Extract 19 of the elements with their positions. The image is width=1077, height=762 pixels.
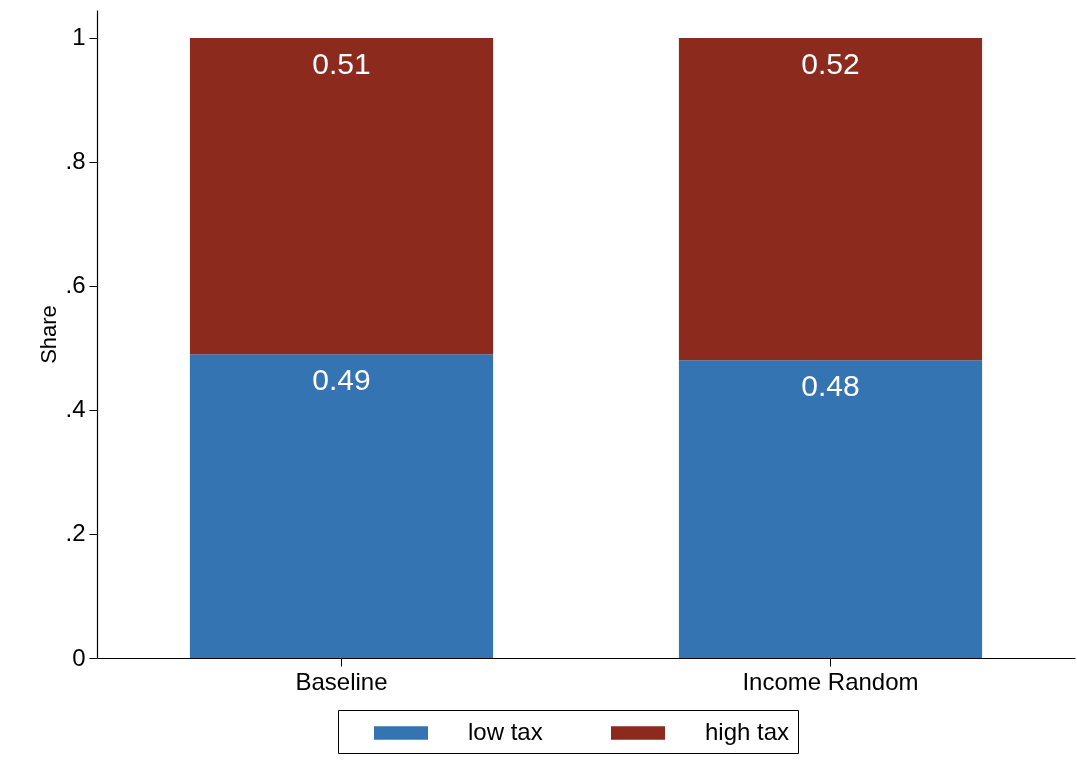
y-tick-label: .8: [65, 147, 86, 175]
legend-label: low tax: [468, 718, 543, 745]
y-tick-label: 1: [72, 23, 86, 51]
x-tick-label: Baseline: [295, 667, 388, 695]
y-axis-title: Share: [36, 305, 62, 364]
data-label: 0.52: [801, 46, 860, 80]
data-label: 0.49: [312, 363, 371, 397]
bar: [189, 354, 494, 658]
x-tick-label: Income Random: [742, 667, 919, 695]
y-tick-label: .4: [65, 395, 86, 423]
data-label: 0.48: [801, 369, 860, 403]
y-tick-label: 0: [72, 643, 86, 671]
bar: [678, 360, 983, 658]
legend-label: high tax: [705, 718, 790, 745]
y-tick-label: .2: [65, 519, 86, 547]
y-tick-label: .6: [65, 271, 86, 299]
data-label: 0.51: [312, 46, 371, 80]
bar: [189, 37, 494, 355]
bar: [678, 37, 983, 361]
